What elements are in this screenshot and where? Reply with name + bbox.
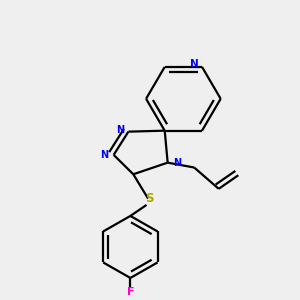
Text: N: N: [116, 125, 124, 135]
Text: N: N: [173, 158, 181, 168]
Text: F: F: [127, 287, 134, 297]
Text: N: N: [190, 59, 199, 69]
Text: S: S: [145, 192, 153, 205]
Text: N: N: [100, 150, 108, 160]
